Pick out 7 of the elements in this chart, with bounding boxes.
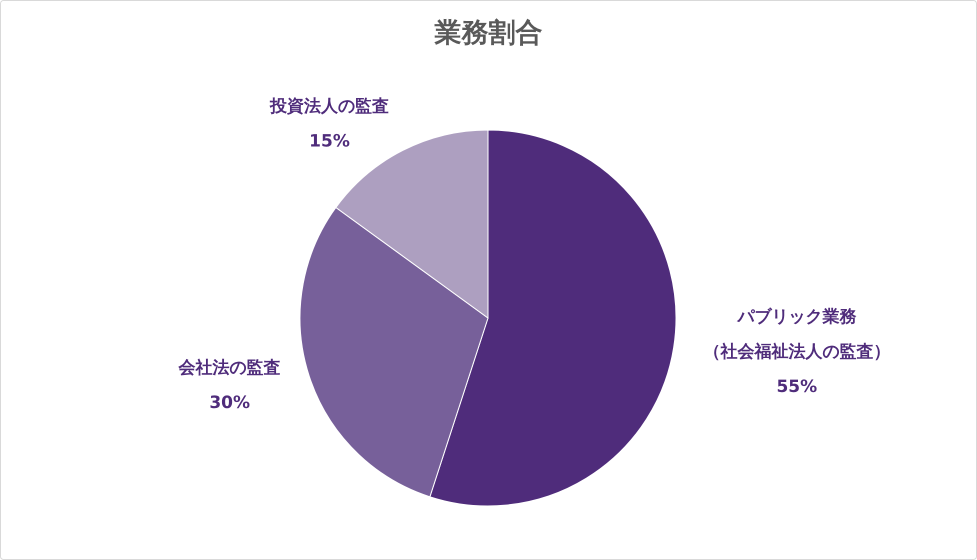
data-label: 55% — [776, 377, 818, 398]
data-label: 15% — [309, 131, 350, 152]
slice-label: 会社法の監査 — [178, 358, 281, 378]
data-label: 30% — [209, 392, 250, 413]
chart-title: 業務割合 — [434, 18, 542, 48]
slice-label: 投資法人の監査 — [269, 96, 390, 116]
slice-label: パブリック業務（社会福祉法人の監査） — [703, 307, 890, 362]
